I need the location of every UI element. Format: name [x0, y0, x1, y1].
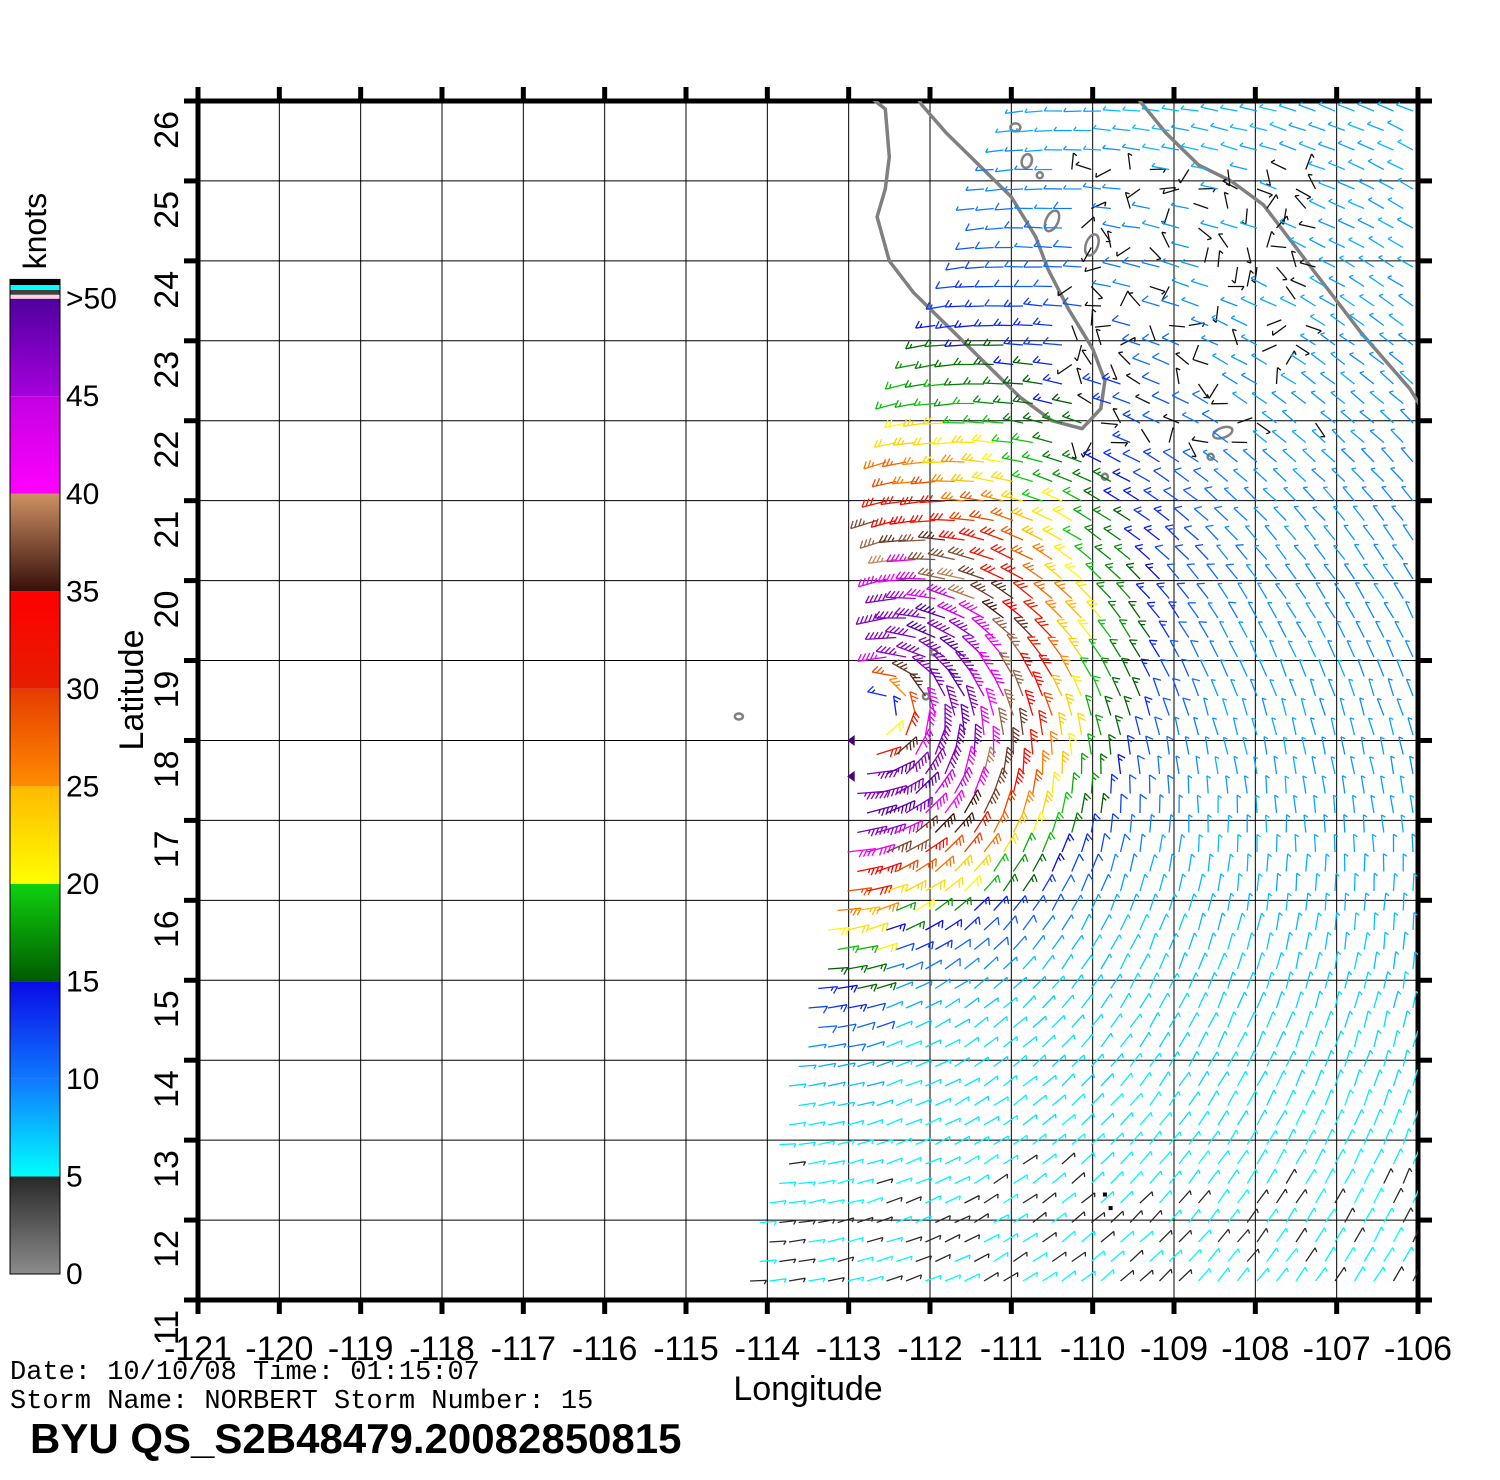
- svg-text:30: 30: [66, 673, 99, 706]
- svg-text:12: 12: [148, 1230, 186, 1268]
- svg-text:20: 20: [66, 868, 99, 901]
- svg-text:35: 35: [66, 575, 99, 608]
- svg-text:Longitude: Longitude: [733, 1370, 882, 1408]
- svg-text:5: 5: [66, 1160, 83, 1193]
- svg-text:-116: -116: [572, 1330, 638, 1368]
- svg-text:Date: 10/10/08 Time: 01:15: Date: 10/10/08 Time: 01:15:07: [10, 1358, 480, 1388]
- svg-text:26: 26: [148, 111, 186, 149]
- svg-text:20: 20: [148, 591, 186, 629]
- svg-text:25: 25: [66, 770, 99, 803]
- svg-text:23: 23: [148, 351, 186, 389]
- svg-text:21: 21: [148, 511, 186, 549]
- svg-text:40: 40: [66, 478, 99, 511]
- svg-text:>50: >50: [66, 283, 117, 316]
- svg-text:18: 18: [148, 750, 186, 788]
- svg-text:-108: -108: [1221, 1330, 1289, 1368]
- svg-text:14: 14: [148, 1070, 186, 1108]
- svg-text:-114: -114: [735, 1330, 801, 1368]
- svg-text:13: 13: [148, 1150, 186, 1188]
- svg-text:-109: -109: [1140, 1330, 1208, 1368]
- svg-text:15: 15: [66, 965, 99, 998]
- svg-text:0: 0: [66, 1258, 83, 1291]
- svg-text:22: 22: [148, 431, 186, 469]
- svg-text:-106: -106: [1384, 1330, 1452, 1368]
- svg-text:BYU QS_S2B48479.20082850815: BYU QS_S2B48479.20082850815: [30, 1415, 682, 1462]
- svg-text:-115: -115: [653, 1330, 719, 1368]
- svg-text:17: 17: [148, 830, 186, 868]
- svg-text:16: 16: [148, 910, 186, 948]
- svg-text:Latitude: Latitude: [113, 630, 151, 751]
- svg-text:-117: -117: [491, 1330, 557, 1368]
- svg-text:10: 10: [66, 1063, 99, 1096]
- svg-text:19: 19: [148, 671, 186, 709]
- svg-text:-111: -111: [980, 1330, 1043, 1368]
- svg-text:-113: -113: [816, 1330, 882, 1368]
- svg-text:15: 15: [148, 990, 186, 1028]
- svg-text:knots: knots: [17, 193, 53, 269]
- svg-text:-110: -110: [1060, 1330, 1126, 1368]
- svg-text:45: 45: [66, 380, 99, 413]
- svg-text:Storm Name: NORBERT Storm: Storm Name: NORBERT Storm Number: 15: [10, 1387, 593, 1417]
- svg-text:-112: -112: [897, 1330, 963, 1368]
- svg-text:24: 24: [148, 271, 186, 309]
- svg-text:-107: -107: [1303, 1330, 1371, 1368]
- svg-text:25: 25: [148, 191, 186, 229]
